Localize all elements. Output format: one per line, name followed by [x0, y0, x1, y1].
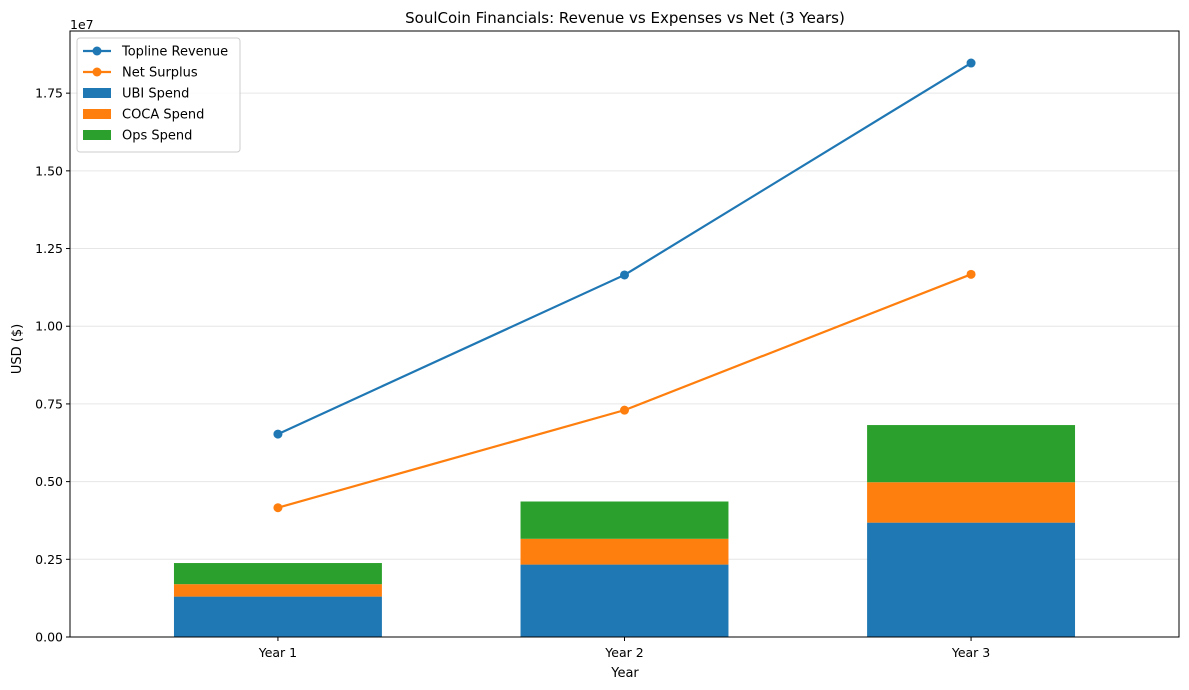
bar-ops-spend: [520, 501, 729, 539]
bar-ubi-spend: [867, 522, 1076, 637]
legend-swatch-ubi-spend: [83, 88, 111, 98]
point-net-surplus: [620, 405, 629, 415]
legend-label-topline-revenue: Topline Revenue: [121, 45, 228, 60]
bar-coca-spend: [867, 482, 1076, 523]
point-net-surplus: [273, 503, 283, 513]
bar-ops-spend: [173, 563, 382, 585]
legend-label-coca-spend: COCA Spend: [122, 108, 204, 123]
legend-marker-net-surplus: [92, 67, 102, 77]
x-axis-title: Year: [610, 666, 639, 681]
y-tick-label: 0.75: [35, 396, 63, 411]
legend-swatch-ops-spend: [83, 130, 111, 140]
legend-frame: [76, 37, 241, 153]
y-tick-label: 1.00: [35, 319, 63, 334]
x-axis: Year 1 Year 2 Year 3: [258, 637, 990, 660]
bar-ubi-spend: [173, 596, 382, 637]
legend-label-ubi-spend: UBI Spend: [122, 87, 189, 102]
bar-coca-spend: [520, 538, 729, 565]
y-tick-label: 0.25: [35, 552, 63, 567]
bars: [173, 425, 1076, 637]
series-lines: [273, 58, 976, 513]
y-offset-label: 1e7: [70, 17, 94, 32]
legend-swatch-coca-spend: [83, 109, 111, 119]
legend-marker-topline-revenue: [92, 46, 102, 56]
y-axis-title: USD ($): [10, 324, 25, 374]
y-axis: 0.00 0.25 0.50 0.75 1.00 1.25 1.50 1.75: [35, 86, 70, 645]
legend-label-net-surplus: Net Surplus: [122, 66, 198, 81]
point-net-surplus: [966, 269, 976, 279]
legend-label-ops-spend: Ops Spend: [122, 129, 192, 144]
y-tick-label: 1.75: [35, 86, 63, 101]
point-topline-revenue: [620, 270, 629, 280]
grid-lines: [70, 92, 1179, 638]
y-tick-label: 0.00: [35, 630, 63, 645]
point-topline-revenue: [966, 58, 976, 68]
y-tick-label: 1.25: [35, 241, 63, 256]
y-tick-label: 0.50: [35, 474, 63, 489]
bar-ops-spend: [867, 425, 1076, 483]
x-tick-label: Year 1: [258, 645, 297, 660]
chart-title: SoulCoin Financials: Revenue vs Expenses…: [405, 9, 845, 27]
bar-coca-spend: [173, 584, 382, 597]
y-tick-label: 1.50: [35, 163, 63, 178]
bar-ubi-spend: [520, 564, 729, 637]
x-tick-label: Year 2: [604, 645, 643, 660]
point-topline-revenue: [273, 429, 283, 439]
legend: Topline Revenue Net Surplus UBI Spend COCA …: [76, 37, 241, 153]
x-tick-label: Year 3: [951, 645, 990, 660]
